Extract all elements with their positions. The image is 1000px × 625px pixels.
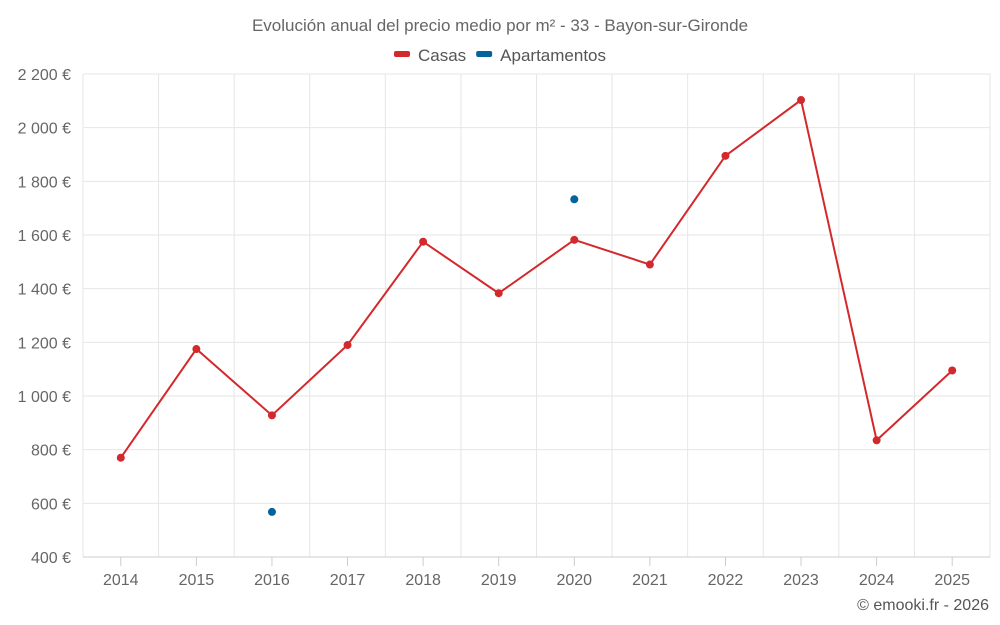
x-tick-label: 2022 bbox=[708, 572, 744, 589]
data-point-casas[interactable] bbox=[797, 96, 806, 105]
x-tick-label: 2020 bbox=[556, 572, 592, 589]
y-tick-label: 1 600 € bbox=[18, 228, 71, 245]
y-tick-label: 1 400 € bbox=[18, 282, 71, 299]
y-tick-label: 1 000 € bbox=[18, 389, 71, 406]
y-tick-label: 600 € bbox=[31, 496, 71, 513]
legend-label: Casas bbox=[418, 46, 466, 65]
series bbox=[116, 96, 957, 516]
x-tick-label: 2015 bbox=[179, 572, 215, 589]
credit-text: © emooki.fr - 2026 bbox=[857, 597, 989, 614]
data-point-casas[interactable] bbox=[419, 237, 428, 246]
x-tick-label: 2024 bbox=[859, 572, 895, 589]
x-tick-label: 2019 bbox=[481, 572, 517, 589]
y-tick-label: 2 000 € bbox=[18, 121, 71, 138]
data-point-casas[interactable] bbox=[872, 436, 881, 445]
data-point-casas[interactable] bbox=[494, 289, 503, 298]
data-point-casas[interactable] bbox=[721, 151, 730, 160]
data-point-casas[interactable] bbox=[645, 260, 654, 269]
x-tick-label: 2023 bbox=[783, 572, 819, 589]
legend-swatch bbox=[476, 51, 493, 57]
x-tick-label: 2021 bbox=[632, 572, 668, 589]
series-line-casas bbox=[119, 98, 953, 459]
chart-title: Evolución anual del precio medio por m² … bbox=[252, 16, 748, 35]
x-tick-label: 2016 bbox=[254, 572, 290, 589]
y-tick-label: 400 € bbox=[31, 550, 71, 567]
data-point-casas[interactable] bbox=[343, 341, 352, 350]
legend-label: Apartamentos bbox=[500, 46, 606, 65]
x-tick-label: 2025 bbox=[934, 572, 970, 589]
data-point-apartamentos[interactable] bbox=[267, 507, 276, 516]
legend-item-apartamentos[interactable]: Apartamentos bbox=[476, 46, 606, 65]
x-tick-label: 2014 bbox=[103, 572, 139, 589]
x-tick-label: 2017 bbox=[330, 572, 366, 589]
y-tick-label: 1 800 € bbox=[18, 174, 71, 191]
data-point-casas[interactable] bbox=[570, 235, 579, 244]
data-point-casas[interactable] bbox=[267, 411, 276, 420]
legend-item-casas[interactable]: Casas bbox=[393, 46, 466, 65]
grid bbox=[82, 73, 991, 557]
x-tick-label: 2018 bbox=[405, 572, 441, 589]
data-point-casas[interactable] bbox=[192, 345, 201, 354]
axes: 400 € 600 € 800 € 1 000 € 1 200 € 1 400 € 1 60… bbox=[18, 67, 990, 589]
y-tick-label: 1 200 € bbox=[18, 335, 71, 352]
data-point-casas[interactable] bbox=[116, 453, 125, 462]
legend: Casas Apartamentos bbox=[393, 46, 606, 65]
legend-swatch bbox=[393, 51, 410, 57]
y-tick-label: 2 200 € bbox=[18, 67, 71, 84]
y-tick-label: 800 € bbox=[31, 443, 71, 460]
data-point-apartamentos[interactable] bbox=[570, 195, 579, 204]
data-point-casas[interactable] bbox=[948, 366, 957, 375]
